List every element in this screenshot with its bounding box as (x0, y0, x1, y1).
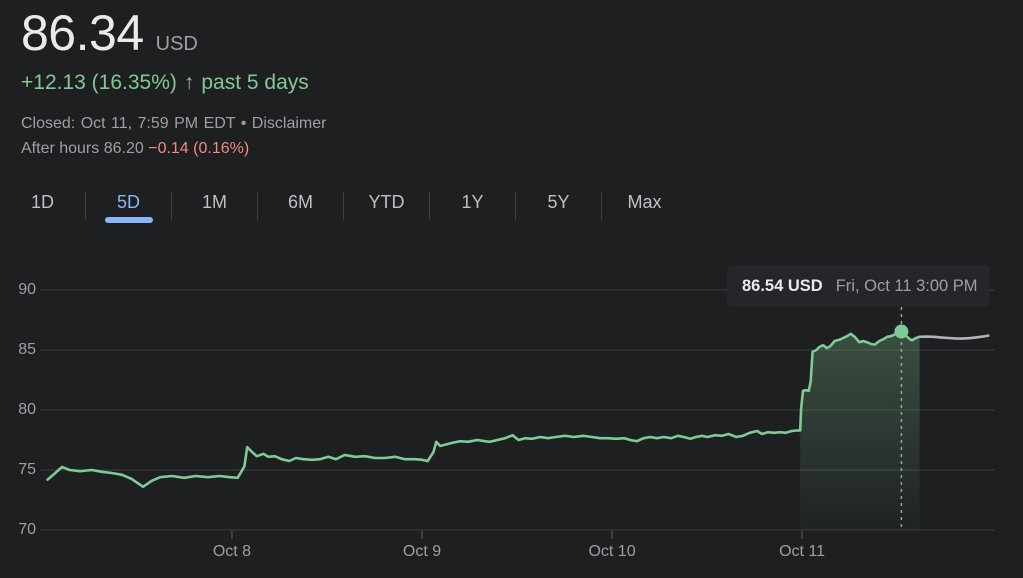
tab-divider (601, 192, 602, 220)
closed-status: Closed: Oct 11, 7:59 PM EDT (21, 115, 236, 132)
tab-1y[interactable]: 1Y (461, 192, 484, 212)
arrow-up-icon: ↑ (183, 71, 195, 94)
price-line-after-hours (918, 334, 990, 340)
tab-1m[interactable]: 1M (201, 192, 227, 212)
after-hours-price: 86.20 (103, 140, 144, 157)
y-axis-label: 85 (18, 341, 36, 358)
tab-divider (343, 192, 344, 220)
y-axis-label: 80 (18, 401, 36, 418)
cursor-dot (894, 324, 909, 339)
disclaimer-link[interactable]: Disclaimer (251, 115, 327, 132)
x-axis-label: Oct 9 (402, 543, 442, 560)
after-hours-row: After hours 86.20 −0.14 (0.16%) (21, 140, 249, 158)
tab-ytd[interactable]: YTD (368, 192, 405, 212)
tab-max[interactable]: Max (627, 192, 662, 212)
tab-divider (515, 192, 516, 220)
y-axis-label: 75 (18, 461, 36, 478)
tab-divider (257, 192, 258, 220)
x-axis-label: Oct 8 (212, 543, 252, 560)
after-hours-label: After hours (21, 140, 100, 157)
price-change-row: +12.13 (16.35%) ↑ past 5 days (21, 71, 309, 95)
tooltip-time: Fri, Oct 11 3:00 PM (835, 276, 978, 295)
tab-divider (85, 192, 86, 220)
y-axis-label: 90 (18, 281, 36, 298)
after-hours-change: −0.14 (0.16%) (148, 140, 250, 157)
price-chart-plot[interactable] (0, 260, 1023, 578)
session-fill-area (800, 331, 920, 531)
current-price: 86.34 (21, 5, 144, 61)
chart-tooltip: 86.54 USD Fri, Oct 11 3:00 PM (727, 265, 990, 307)
tooltip-price: 86.54 USD (742, 276, 823, 295)
tab-6m[interactable]: 6M (287, 192, 313, 212)
market-status-row: Closed: Oct 11, 7:59 PM EDT • Disclaimer (21, 115, 326, 133)
tab-divider (171, 192, 172, 220)
change-value: +12.13 (16.35%) (21, 71, 177, 94)
price-line-regular (46, 330, 921, 489)
current-price-row: 86.34 USD (21, 4, 198, 62)
tab-5d[interactable]: 5D (86, 187, 171, 225)
currency-label: USD (155, 33, 198, 55)
y-axis-label: 70 (18, 521, 36, 538)
x-axis-label: Oct 11 (779, 543, 826, 560)
x-axis-label: Oct 10 (588, 543, 636, 560)
bullet-separator: • (240, 115, 247, 132)
tab-divider (429, 192, 430, 220)
tab-5y[interactable]: 5Y (547, 192, 570, 212)
time-range-tabs: 1D 5D 1M 6M YTD 1Y 5Y Max (0, 187, 687, 225)
selected-tab-underline (104, 217, 153, 223)
change-period: past 5 days (201, 71, 309, 94)
tab-1d[interactable]: 1D (30, 192, 54, 212)
